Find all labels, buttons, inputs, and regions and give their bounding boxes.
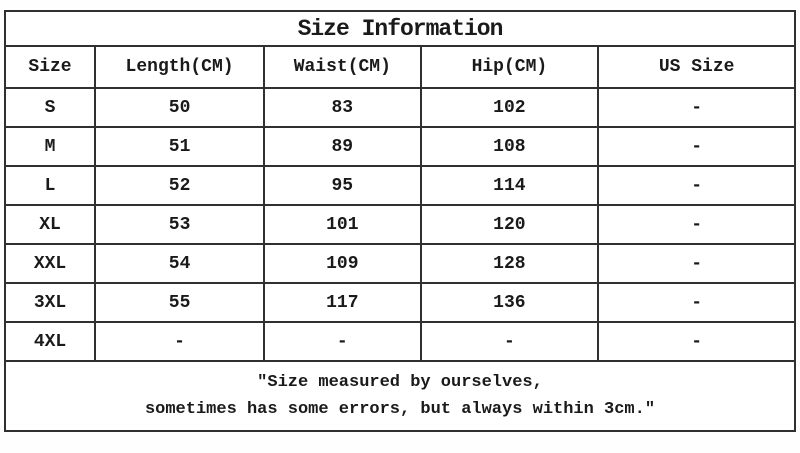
waist-cell: - [263, 321, 422, 362]
table-title: Size Information [4, 10, 796, 47]
title-row: Size Information [4, 10, 796, 47]
hip-cell: 114 [419, 165, 600, 206]
us-size-cell: - [597, 126, 796, 167]
length-cell: 53 [94, 204, 266, 245]
column-header-waist: Waist(CM) [263, 45, 422, 89]
hip-cell: 128 [419, 243, 600, 284]
us-size-cell: - [597, 165, 796, 206]
measurement-note-line1: ″Size measured by ourselves, [257, 372, 543, 392]
size-cell: 3XL [3, 282, 97, 323]
waist-cell: 109 [263, 243, 422, 284]
column-header-size: Size [3, 45, 97, 89]
waist-cell: 101 [263, 204, 422, 245]
size-cell: M [3, 126, 97, 167]
size-cell: S [3, 87, 97, 128]
table-row: M 51 89 108 - [3, 126, 796, 167]
size-cell: 4XL [3, 321, 97, 362]
hip-cell: - [419, 321, 600, 362]
table-row: L 52 95 114 - [3, 165, 796, 206]
us-size-cell: - [597, 243, 796, 284]
size-table: Size Information Size Length(CM) Waist(C… [3, 10, 796, 432]
us-size-cell: - [597, 321, 796, 362]
length-cell: 51 [94, 126, 266, 167]
length-cell: - [94, 321, 266, 362]
us-size-cell: - [597, 87, 796, 128]
column-header-hip: Hip(CM) [419, 45, 600, 89]
hip-cell: 108 [419, 126, 600, 167]
measurement-note-line2: sometimes has some errors, but always wi… [144, 400, 656, 419]
length-cell: 52 [94, 165, 266, 206]
measurement-note: ″Size measured by ourselves, sometimes h… [4, 360, 796, 432]
hip-cell: 136 [419, 282, 600, 323]
length-cell: 55 [94, 282, 266, 323]
table-row: XL 53 101 120 - [3, 204, 796, 245]
size-cell: L [3, 165, 97, 206]
table-row: S 50 83 102 - [3, 87, 796, 128]
waist-cell: 89 [263, 126, 422, 167]
header-row: Size Length(CM) Waist(CM) Hip(CM) US Siz… [3, 45, 796, 89]
length-cell: 50 [94, 87, 266, 128]
column-header-length: Length(CM) [94, 45, 266, 89]
us-size-cell: - [597, 282, 796, 323]
column-header-us-size: US Size [597, 45, 796, 89]
waist-cell: 95 [263, 165, 422, 206]
table-row: 3XL 55 117 136 - [3, 282, 796, 323]
waist-cell: 83 [263, 87, 422, 128]
table-row: 4XL - - - - [3, 321, 796, 362]
footnote-row: ″Size measured by ourselves, sometimes h… [4, 360, 796, 432]
length-cell: 54 [94, 243, 266, 284]
size-cell: XL [3, 204, 97, 245]
us-size-cell: - [597, 204, 796, 245]
hip-cell: 102 [419, 87, 600, 128]
size-cell: XXL [3, 243, 97, 284]
waist-cell: 117 [263, 282, 422, 323]
table-row: XXL 54 109 128 - [3, 243, 796, 284]
hip-cell: 120 [419, 204, 600, 245]
